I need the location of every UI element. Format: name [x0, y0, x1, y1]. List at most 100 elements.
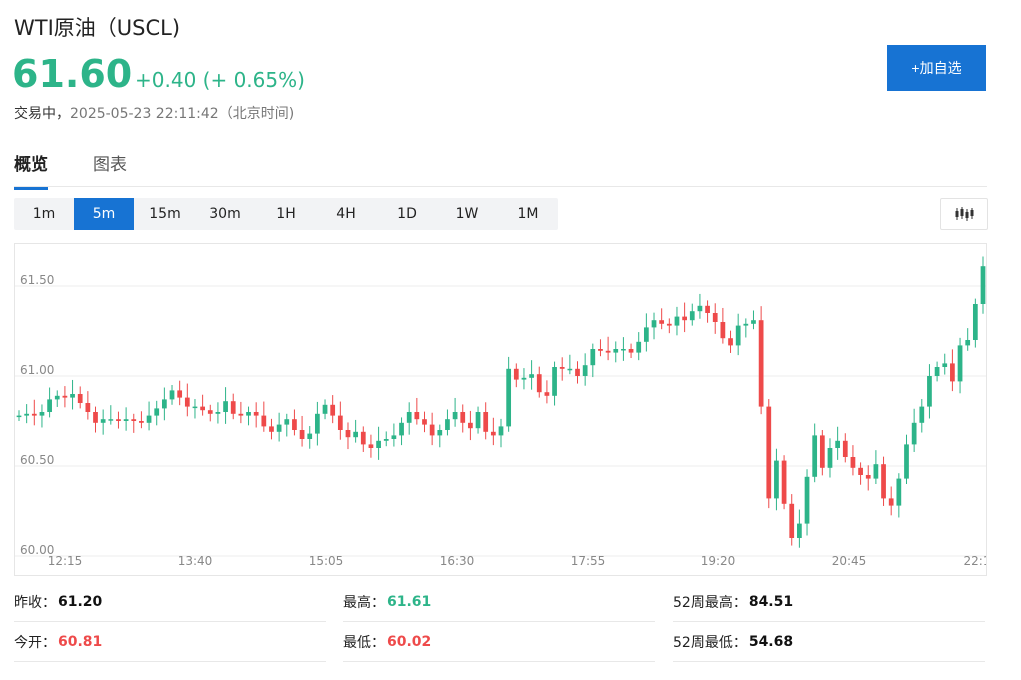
candle-body	[712, 313, 718, 322]
stat-high: 最高： 61.61	[343, 583, 655, 622]
candle-body	[536, 374, 542, 393]
candle-body	[674, 316, 680, 326]
candle-body	[559, 367, 565, 369]
period-1d[interactable]: 1D	[397, 206, 417, 222]
tab-bar: 概览 图表	[14, 148, 987, 190]
candle-body	[223, 401, 228, 412]
candle-body	[230, 401, 236, 414]
tab-overview[interactable]: 概览	[14, 150, 48, 190]
candle-body	[598, 349, 603, 351]
candle-body	[605, 350, 611, 353]
candle-body	[743, 323, 749, 326]
candle-body	[758, 320, 764, 407]
candle-body	[965, 340, 971, 346]
candle-body	[797, 523, 802, 538]
x-tick-label: 19:20	[701, 554, 736, 568]
candle-body	[498, 426, 504, 436]
candle-body	[812, 435, 818, 477]
stat-value: 61.20	[58, 594, 103, 610]
candle-body	[590, 349, 596, 366]
candle-body	[865, 475, 871, 479]
stat-label: 52周最高：	[673, 595, 747, 611]
add-to-watchlist-button[interactable]: +加自选	[887, 45, 986, 91]
candle-body	[628, 349, 634, 353]
candle-body	[345, 430, 351, 438]
y-tick-label: 61.00	[20, 363, 54, 377]
candle-body	[643, 327, 649, 342]
candle-body	[858, 467, 863, 475]
candle-body	[850, 457, 856, 468]
candle-body	[353, 431, 359, 438]
candle-body	[819, 435, 825, 468]
candle-body	[950, 363, 955, 382]
stat-low: 最低： 60.02	[343, 623, 655, 662]
candle-body	[391, 435, 397, 439]
period-30m[interactable]: 30m	[209, 206, 241, 222]
stat-prev-close: 昨收： 61.20	[14, 583, 326, 622]
candle-body	[575, 368, 580, 376]
candle-body	[284, 419, 290, 425]
chart-type-button[interactable]	[940, 198, 988, 230]
candle-body	[483, 412, 489, 432]
candle-body	[368, 444, 374, 448]
price-chart[interactable]: 61.50 61.00 60.50 60.00 12:15 13:40 15:05 16:30…	[14, 243, 990, 576]
candle-body	[100, 419, 106, 423]
candle-body	[429, 424, 435, 436]
candle-body	[330, 404, 336, 416]
candle-body	[39, 412, 45, 416]
candle-body	[881, 464, 886, 499]
candle-body	[827, 448, 833, 468]
y-tick-label: 61.50	[20, 273, 54, 287]
candle-body	[437, 430, 443, 436]
tab-chart[interactable]: 图表	[93, 155, 127, 175]
stat-open: 今开： 60.81	[14, 623, 326, 662]
candle-body	[651, 320, 657, 328]
candle-body	[582, 365, 588, 376]
x-tick-label: 13:40	[178, 554, 213, 568]
candle-body	[161, 399, 167, 409]
stat-value: 61.61	[387, 594, 432, 610]
candle-body	[322, 404, 328, 414]
candle-body	[544, 392, 550, 396]
candle-body	[116, 419, 121, 421]
candle-body	[896, 478, 902, 506]
candle-body	[720, 322, 726, 339]
candle-body	[689, 311, 695, 321]
candle-body	[666, 323, 672, 326]
candle-body	[93, 412, 98, 423]
stat-value: 84.51	[748, 594, 794, 610]
candle-body	[927, 376, 932, 407]
y-tick-label: 60.50	[20, 453, 54, 467]
candle-body	[269, 426, 274, 432]
candle-body	[567, 368, 573, 371]
period-15m[interactable]: 15m	[149, 206, 181, 222]
candle-body	[529, 374, 534, 378]
x-tick-label: 17:55	[571, 554, 606, 568]
candle-body	[934, 367, 940, 376]
period-4h[interactable]: 4H	[336, 206, 356, 222]
candlestick-icon	[955, 207, 974, 221]
stat-label: 52周最低：	[673, 635, 747, 651]
candle-body	[452, 412, 458, 420]
stat-label: 最低：	[343, 635, 385, 651]
candle-body	[192, 406, 198, 409]
candle-body	[513, 368, 519, 380]
candle-body	[62, 395, 68, 398]
last-price: 61.60	[12, 52, 133, 96]
candle-body	[613, 349, 619, 353]
candle-body	[292, 419, 297, 430]
stat-52w-low: 52周最低： 54.68	[673, 623, 985, 662]
period-1mo[interactable]: 1M	[517, 206, 539, 222]
period-selector: 1m 5m 15m 30m 1H 4H 1D 1W 1M	[14, 198, 558, 230]
period-1h[interactable]: 1H	[276, 206, 296, 222]
period-1w[interactable]: 1W	[455, 206, 479, 222]
stat-label: 昨收：	[14, 595, 56, 611]
period-5m[interactable]: 5m	[74, 198, 134, 230]
candle-body	[253, 412, 259, 416]
period-1m[interactable]: 1m	[32, 206, 56, 222]
candle-body	[200, 406, 205, 411]
x-tick-label: 15:05	[309, 554, 344, 568]
candle-body	[835, 440, 841, 448]
quote-timestamp: 2025-05-23 22:11:42（北京时间)	[70, 106, 295, 122]
candle-body	[184, 397, 190, 407]
